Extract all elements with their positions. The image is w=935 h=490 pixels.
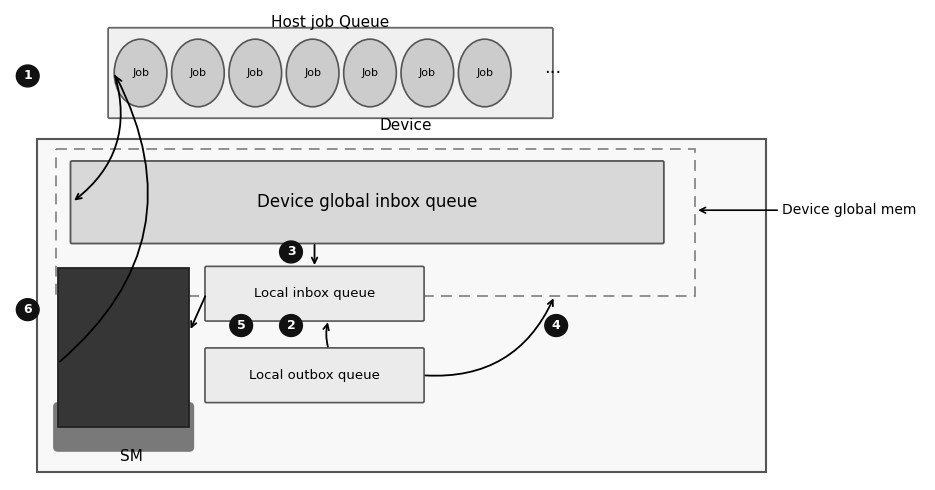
Ellipse shape bbox=[458, 39, 511, 107]
Text: Job: Job bbox=[476, 68, 494, 78]
Text: Device global inbox queue: Device global inbox queue bbox=[257, 193, 478, 211]
Ellipse shape bbox=[344, 39, 396, 107]
Ellipse shape bbox=[545, 315, 568, 337]
Bar bbox=[58, 268, 190, 427]
Ellipse shape bbox=[16, 299, 39, 320]
Text: Host job Queue: Host job Queue bbox=[271, 15, 390, 30]
Text: 4: 4 bbox=[552, 319, 561, 332]
Ellipse shape bbox=[230, 315, 252, 337]
Text: Job: Job bbox=[419, 68, 436, 78]
Text: Job: Job bbox=[132, 68, 149, 78]
Text: Local inbox queue: Local inbox queue bbox=[254, 287, 375, 300]
Bar bbox=[37, 139, 766, 472]
Text: Local outbox queue: Local outbox queue bbox=[249, 369, 380, 382]
Ellipse shape bbox=[172, 39, 224, 107]
FancyBboxPatch shape bbox=[70, 161, 664, 244]
Ellipse shape bbox=[114, 39, 166, 107]
Text: 5: 5 bbox=[237, 319, 246, 332]
Text: Job: Job bbox=[362, 68, 379, 78]
Text: Device: Device bbox=[380, 118, 432, 133]
Text: ···: ··· bbox=[544, 64, 561, 82]
Ellipse shape bbox=[280, 241, 302, 263]
Text: Job: Job bbox=[304, 68, 321, 78]
Bar bbox=[56, 148, 696, 295]
FancyBboxPatch shape bbox=[108, 28, 553, 118]
Text: 6: 6 bbox=[23, 303, 32, 316]
FancyBboxPatch shape bbox=[53, 402, 194, 452]
Text: Job: Job bbox=[190, 68, 207, 78]
Text: 1: 1 bbox=[23, 70, 32, 82]
Text: Job: Job bbox=[247, 68, 264, 78]
Ellipse shape bbox=[229, 39, 281, 107]
FancyBboxPatch shape bbox=[205, 348, 424, 403]
Text: SM: SM bbox=[120, 449, 143, 464]
Ellipse shape bbox=[280, 315, 302, 337]
Ellipse shape bbox=[286, 39, 339, 107]
FancyBboxPatch shape bbox=[205, 267, 424, 321]
Text: 3: 3 bbox=[287, 245, 295, 258]
Ellipse shape bbox=[401, 39, 453, 107]
Ellipse shape bbox=[16, 65, 39, 87]
Text: 2: 2 bbox=[287, 319, 295, 332]
Text: Device global mem: Device global mem bbox=[782, 203, 916, 217]
